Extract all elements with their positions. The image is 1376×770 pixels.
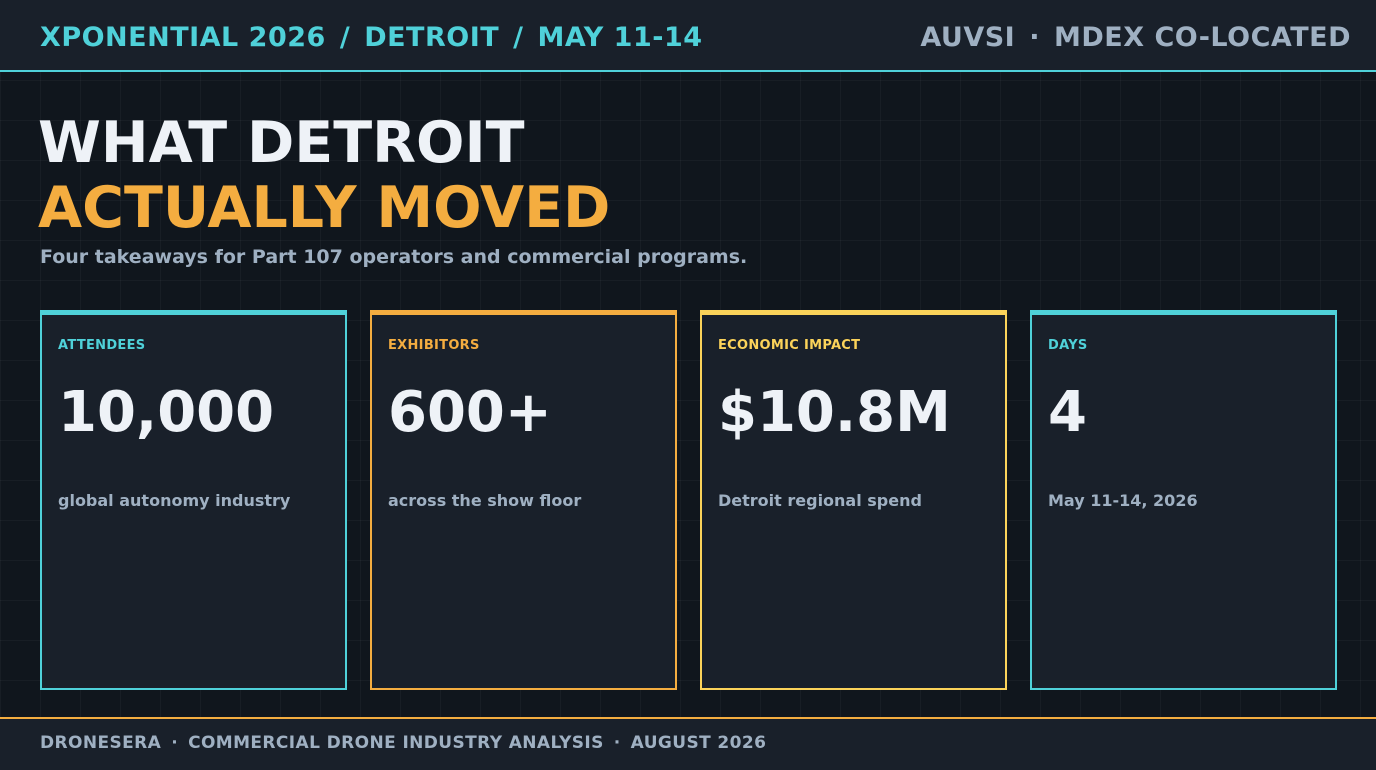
header-bar: XPONENTIAL 2026 / DETROIT / MAY 11-14 AUVSI ·… (0, 0, 1376, 72)
event-dates: MAY 11-14 (537, 22, 703, 53)
stat-description: across the show floor (388, 491, 582, 510)
stat-description: May 11-14, 2026 (1048, 491, 1198, 510)
hero-title-line1: WHAT DETROIT (38, 110, 525, 176)
card-accent-bar (700, 310, 1007, 315)
stat-card-days: DAYS 4 May 11-14, 2026 (1030, 310, 1337, 690)
separator: / (339, 22, 351, 53)
stat-description: Detroit regional spend (718, 491, 922, 510)
card-accent-bar (1030, 310, 1337, 315)
stat-label: DAYS (1048, 338, 1088, 353)
stat-value: $10.8M (718, 380, 951, 445)
hero-subtitle: Four takeaways for Part 107 operators an… (40, 246, 748, 268)
hero-title-line2: ACTUALLY MOVED (38, 175, 611, 241)
card-accent-bar (370, 310, 677, 315)
event-name: XPONENTIAL 2026 (40, 22, 326, 53)
stat-card-attendees: ATTENDEES 10,000 global autonomy industr… (40, 310, 347, 690)
event-city: DETROIT (364, 22, 500, 53)
dot-separator: · (613, 733, 621, 753)
dot-separator: · (1029, 22, 1040, 53)
footer-date: AUGUST 2026 (630, 733, 767, 753)
dot-separator: · (171, 733, 179, 753)
separator: / (513, 22, 524, 53)
stat-label: ATTENDEES (58, 338, 146, 353)
stat-label: EXHIBITORS (388, 338, 480, 353)
stat-label: ECONOMIC IMPACT (718, 338, 861, 353)
footer-brand: DRONESERA (40, 733, 162, 753)
stat-value: 600+ (388, 380, 552, 445)
stat-card-exhibitors: EXHIBITORS 600+ across the show floor (370, 310, 677, 690)
footer-credit: DRONESERA · COMMERCIAL DRONE INDUSTRY ANAL… (40, 733, 766, 753)
colocated-label: MDEX CO-LOCATED (1054, 22, 1351, 53)
stat-value: 4 (1048, 380, 1087, 445)
organizer-info: AUVSI · MDEX CO-LOCATED (920, 22, 1351, 54)
card-accent-bar (40, 310, 347, 315)
footer-section: COMMERCIAL DRONE INDUSTRY ANALYSIS (188, 733, 604, 753)
stat-value: 10,000 (58, 380, 275, 445)
stat-description: global autonomy industry (58, 491, 291, 510)
stat-card-economic-impact: ECONOMIC IMPACT $10.8M Detroit regional … (700, 310, 1007, 690)
organizer-name: AUVSI (920, 22, 1016, 53)
footer-bar: DRONESERA · COMMERCIAL DRONE INDUSTRY ANAL… (0, 717, 1376, 770)
event-info: XPONENTIAL 2026 / DETROIT / MAY 11-14 (40, 22, 703, 54)
